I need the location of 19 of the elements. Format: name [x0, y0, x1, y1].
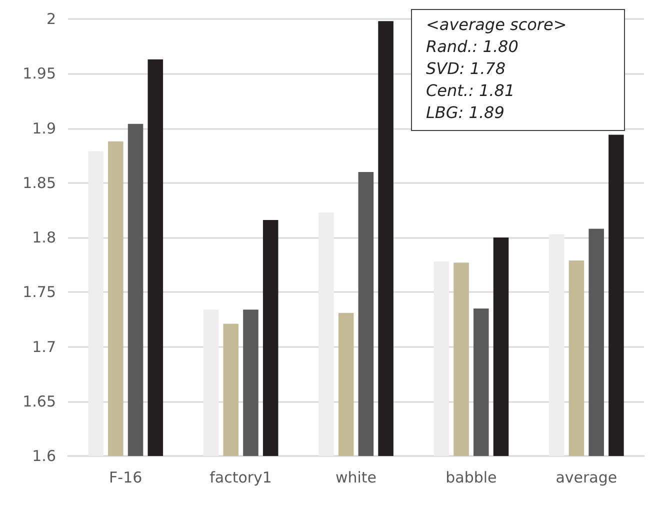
y-tick-label: 1.8	[32, 228, 56, 246]
x-tick-label: babble	[446, 468, 497, 486]
y-tick-label: 1.75	[22, 283, 56, 302]
y-tick-label: 1.95	[22, 64, 56, 83]
annotation: Rand.: 1.80	[426, 36, 520, 58]
annotation: <average score>	[426, 14, 568, 36]
annotation: Cent.: 1.81	[426, 80, 516, 102]
y-tick-label: 1.9	[32, 119, 56, 138]
y-tick-label: 1.85	[22, 174, 56, 192]
y-tick-label: 2	[46, 10, 56, 28]
x-tick-label: F-16	[109, 468, 142, 486]
y-tick-label: 1.7	[32, 338, 56, 356]
y-tick-label: 1.6	[32, 447, 56, 465]
x-tick-label: average	[556, 468, 618, 486]
x-tick-label: factory1	[210, 468, 272, 486]
annotation: LBG: 1.89	[426, 102, 506, 124]
y-tick-label: 1.65	[22, 392, 56, 410]
x-tick-label: white	[335, 468, 377, 486]
annotation: SVD: 1.78	[426, 58, 507, 80]
